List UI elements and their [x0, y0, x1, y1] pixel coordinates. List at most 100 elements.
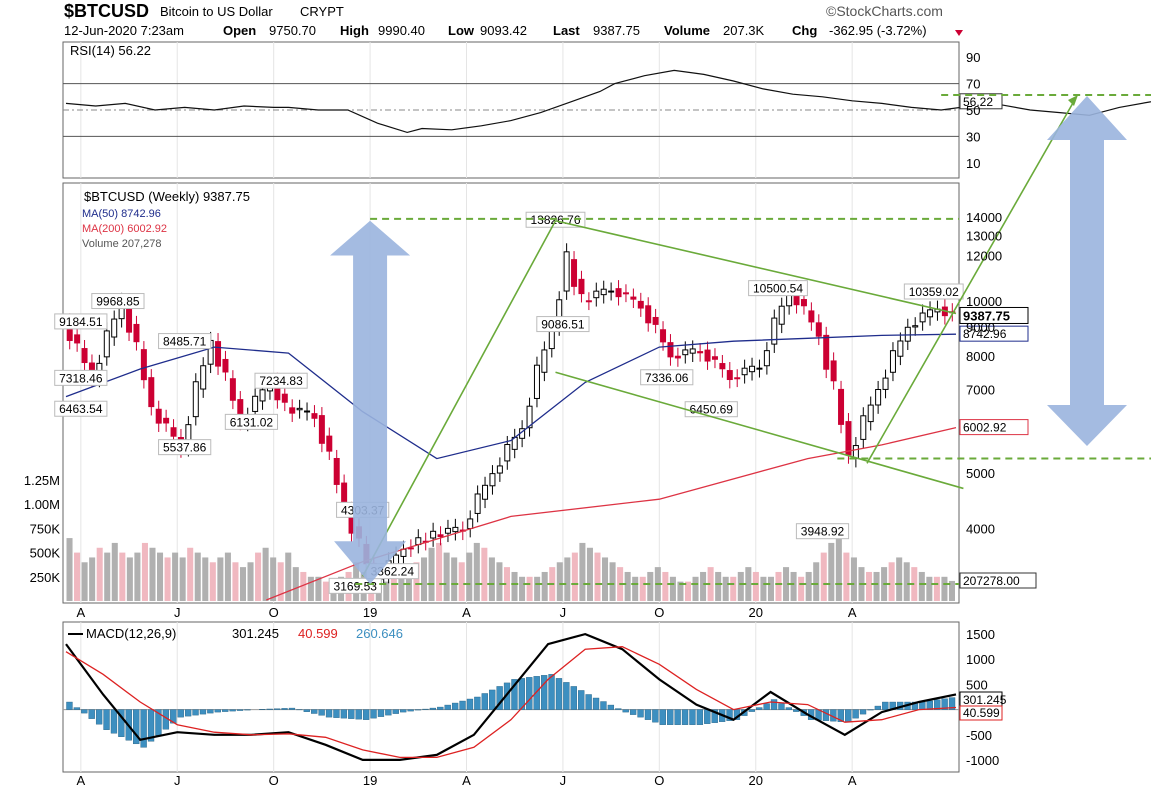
double-arrow-2019-icon [330, 220, 411, 584]
macd-xtick-label: A [76, 773, 85, 788]
annotation-box [328, 577, 382, 594]
candle-body [311, 413, 318, 419]
annotation-box [224, 413, 279, 430]
macd-hist-bar [451, 702, 459, 710]
macd-hist-bar [667, 709, 674, 725]
grid-lines [63, 42, 959, 772]
candle-body [326, 435, 333, 452]
volume-bar [390, 576, 397, 601]
volume-bar [413, 562, 420, 601]
volume-bar [481, 547, 488, 601]
macd-hist-bar [867, 709, 874, 711]
macd-hist-bar [644, 709, 652, 720]
macd-ytick-label: -1000 [966, 753, 999, 768]
candle-body [170, 427, 177, 437]
macd-signal-line [65, 646, 957, 759]
volume-bar [564, 557, 571, 601]
macd-hist-bar [444, 704, 451, 710]
volume-bar [843, 552, 850, 601]
macd-panel [62, 621, 960, 773]
macd-hist-bar [95, 709, 103, 725]
macd-hist-bar [481, 693, 488, 710]
volume-bar [157, 552, 164, 601]
annotation-label: 9968.85 [96, 295, 140, 309]
volume-bar [609, 562, 616, 601]
macd-hist-bar [333, 709, 340, 718]
macd-hist-bar [459, 700, 466, 710]
volume-bar [737, 571, 744, 601]
candle-body [482, 484, 489, 500]
volume-last-value: 207278.00 [963, 574, 1020, 588]
macd-hist-bar [837, 709, 844, 722]
candle-body [927, 309, 934, 318]
volume-bar [383, 581, 390, 601]
macd-legend-value: 301.245 [232, 626, 279, 641]
price-ytick-label: 10000 [966, 294, 1002, 309]
macd-hist-bar [288, 707, 296, 710]
volume-bar [783, 567, 790, 601]
trend-line-up-2020 [866, 99, 1076, 464]
volume-bar [586, 547, 593, 601]
macd-hist-bar [919, 701, 926, 710]
annotation-box [254, 372, 308, 389]
macd-hist-bar [578, 690, 585, 710]
macd-hist-bar [756, 707, 763, 710]
macd-hist-bar [184, 709, 192, 717]
candle-body [192, 381, 199, 418]
price-annotation: 3948.92 [795, 523, 850, 540]
candle-body [281, 393, 288, 403]
macd-hist-bar [325, 709, 333, 718]
volume-bar [594, 552, 601, 601]
candle-body [304, 410, 311, 413]
volume-bar [700, 571, 707, 601]
candle-body [912, 325, 919, 328]
candle-body [215, 341, 222, 367]
candle-body [444, 527, 451, 534]
volume-bar [224, 552, 231, 601]
price-ytick-label: 4000 [966, 522, 995, 537]
macd-hist-bar [437, 706, 444, 710]
signal-last-value: 40.599 [963, 706, 1000, 720]
macd-hist-bar [778, 703, 785, 710]
macd-hist-bar [882, 701, 889, 710]
signal-legend-value: 40.599 [298, 626, 338, 641]
annotation-label: 5537.86 [163, 441, 207, 455]
volume-bar [443, 552, 450, 601]
volume-bar [307, 576, 314, 601]
price-ytick-label: 13000 [966, 229, 1002, 244]
volume-bar [730, 576, 737, 601]
candle-body [289, 407, 296, 414]
candle-body [615, 288, 622, 298]
candle-body [778, 305, 785, 325]
drawing-overlays [330, 94, 1151, 585]
annotation-label: 6463.54 [59, 402, 103, 416]
candle-body [148, 377, 155, 408]
candle-body [593, 290, 600, 299]
volume-bar [647, 571, 654, 601]
candle-body [600, 288, 607, 296]
candle-body [823, 334, 830, 370]
volume-bar [722, 576, 729, 601]
volume-bar [767, 576, 774, 601]
volume-ytick-label: 500K [30, 546, 61, 561]
annotation-label: 6131.02 [230, 415, 274, 429]
volume-bar [511, 571, 518, 601]
ma-last-value: 8742.96 [963, 327, 1007, 341]
price-xtick-label: A [848, 605, 857, 620]
ma50-line [65, 333, 957, 460]
candle-body [489, 473, 496, 487]
macd-hist-bar [726, 709, 733, 721]
price-ytick-label: 14000 [966, 210, 1002, 225]
candle-body [726, 370, 733, 381]
volume-bar [66, 538, 73, 601]
candle-body [318, 415, 325, 444]
price-xtick-label: O [654, 605, 664, 620]
volume-bar [926, 576, 933, 601]
candle-body [682, 349, 689, 356]
macd-hist-bar [511, 679, 518, 710]
volume-bar [239, 567, 247, 601]
candle-body [296, 407, 303, 411]
ma200-last-tag: 6002.92 [959, 419, 1029, 436]
candle-body [637, 300, 644, 309]
annotation-box [91, 293, 145, 310]
